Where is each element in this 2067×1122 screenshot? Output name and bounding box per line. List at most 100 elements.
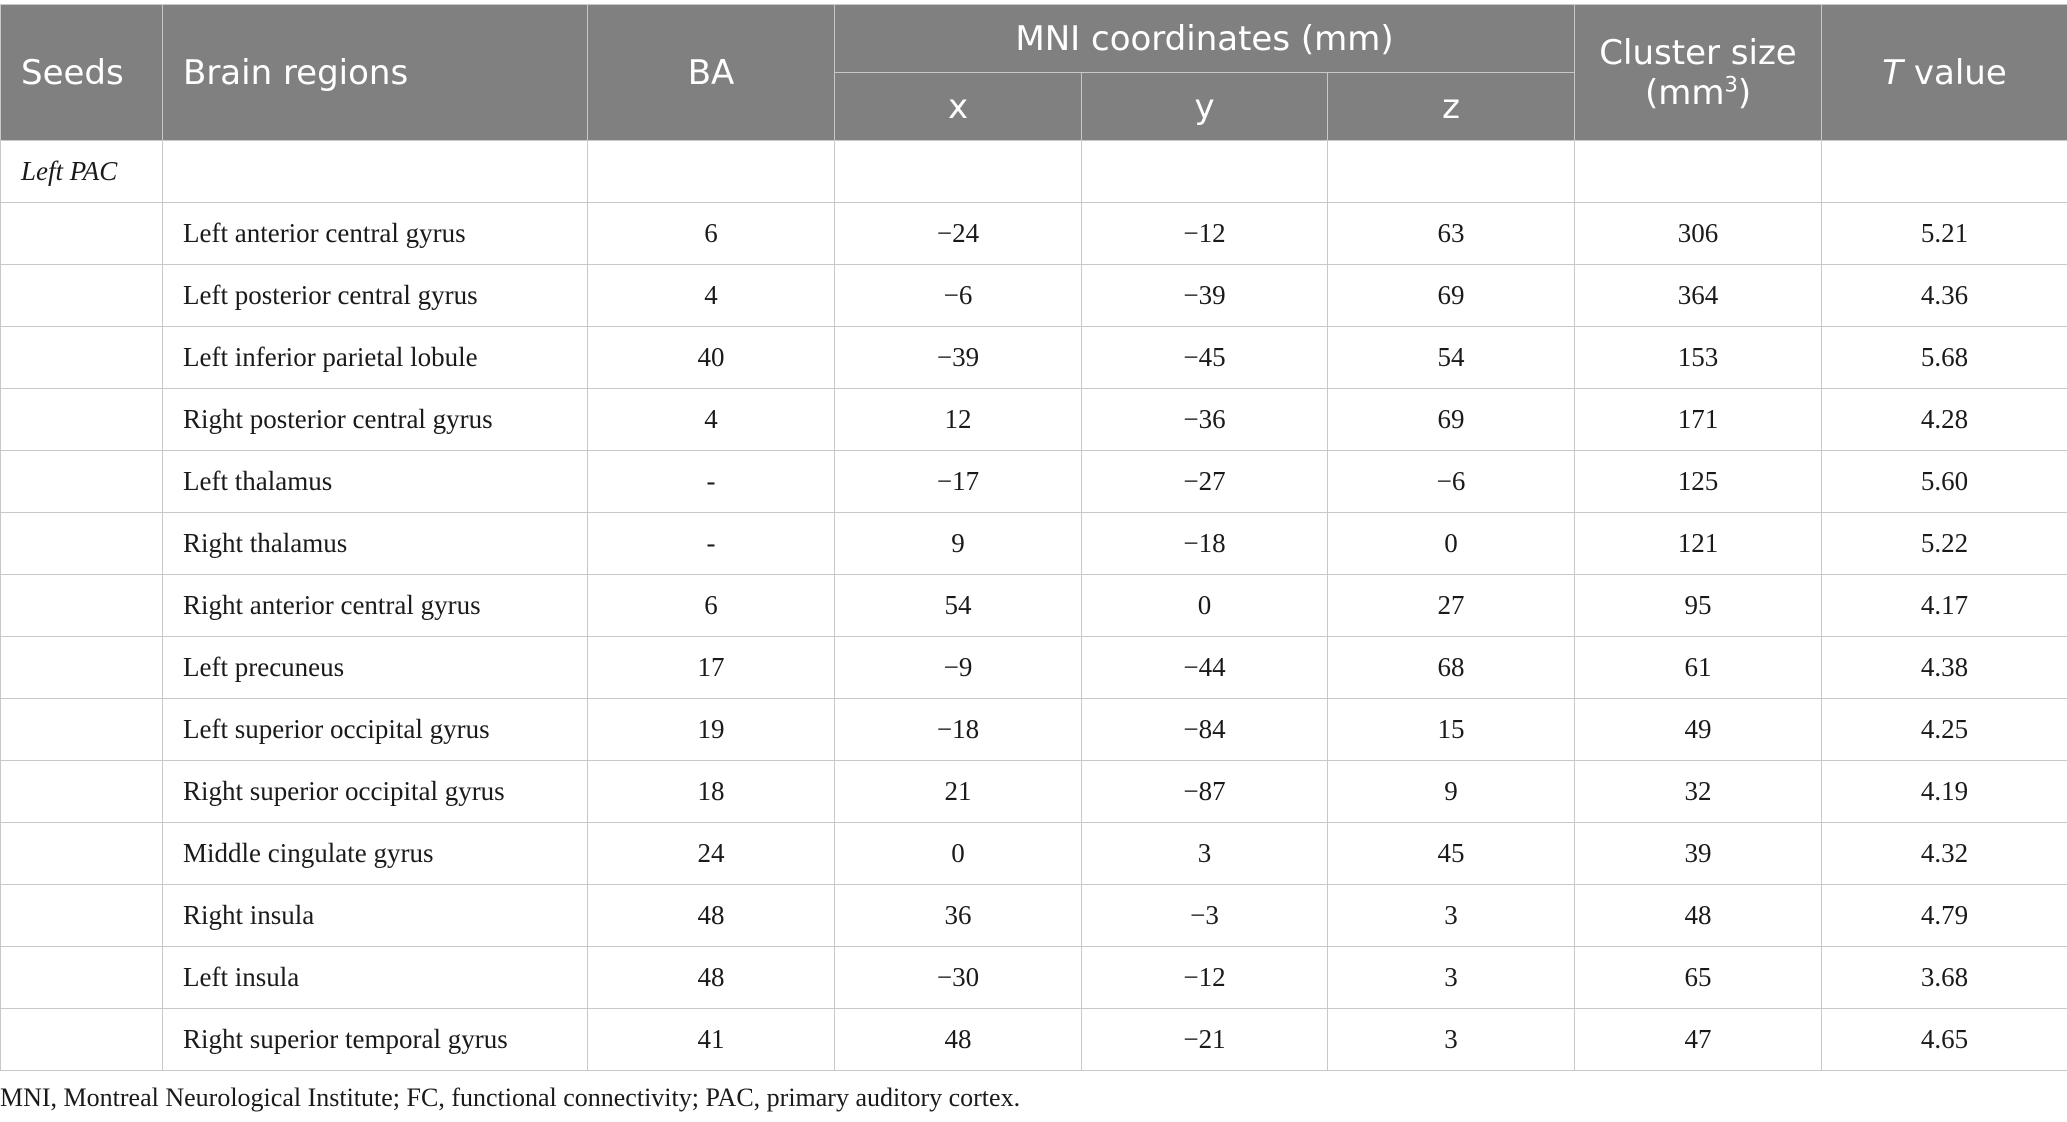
table-row: Right thalamus -9 −18 0 121 5.22 (0, 512, 2067, 575)
region-cell: Left inferior parietal lobule (162, 326, 588, 389)
ba-cell: 18 (587, 760, 835, 823)
y-cell: −45 (1081, 326, 1328, 389)
ba-cell: 6 (587, 202, 835, 265)
x-cell: −39 (834, 326, 1082, 389)
header-ba: BA (587, 4, 835, 141)
table-row: Right superior occipital gyrus 18 21 −87 9 32… (0, 760, 2067, 823)
region-cell: Left anterior central gyrus (162, 202, 588, 265)
seed-cell (0, 326, 163, 389)
seed-group-row: Left PAC (0, 140, 2067, 203)
y-cell: 3 (1081, 822, 1328, 885)
empty-cell (1326, 140, 1576, 203)
header-t-rest: value (1903, 52, 2007, 93)
z-cell: 3 (1326, 1008, 1576, 1071)
y-cell: −84 (1081, 698, 1328, 761)
y-cell: −36 (1081, 388, 1328, 451)
cluster-size-cell: 95 (1574, 574, 1823, 637)
cluster-size-cell: 65 (1574, 946, 1823, 1009)
x-cell: −24 (834, 202, 1082, 265)
x-cell: −18 (834, 698, 1082, 761)
z-cell: 54 (1326, 326, 1576, 389)
region-cell: Right superior occipital gyrus (162, 760, 588, 823)
table-row: Left insula 48 −30 −12 3 65 3.68 (0, 946, 2067, 1009)
region-cell: Left insula (162, 946, 588, 1009)
table-body: Left PAC Left anterior central gyrus 6 −24… (0, 140, 2067, 1071)
x-cell: −9 (834, 636, 1082, 699)
region-cell: Right insula (162, 884, 588, 947)
t-value-cell: 5.21 (1821, 202, 2067, 265)
region-cell: Left precuneus (162, 636, 588, 699)
x-cell: 0 (834, 822, 1082, 885)
seed-cell (0, 1008, 163, 1071)
header-t-letter: T (1882, 52, 1904, 93)
y-cell: −39 (1081, 264, 1328, 327)
cluster-size-cell: 125 (1574, 450, 1823, 513)
seed-cell (0, 946, 163, 1009)
z-cell: 15 (1326, 698, 1576, 761)
ba-cell: - (587, 450, 835, 513)
region-cell: Right thalamus (162, 512, 588, 575)
empty-cell (1574, 140, 1823, 203)
cluster-size-cell: 61 (1574, 636, 1823, 699)
z-cell: 0 (1326, 512, 1576, 575)
empty-cell (1081, 140, 1328, 203)
cluster-size-cell: 32 (1574, 760, 1823, 823)
ba-cell: 48 (587, 884, 835, 947)
header-cluster-unit-open: (mm (1644, 72, 1725, 113)
seed-cell (0, 574, 163, 637)
header-mni-coordinates: MNI coordinates (mm) (833, 4, 1576, 73)
z-cell: 68 (1326, 636, 1576, 699)
seed-cell (0, 822, 163, 885)
ba-cell: 41 (587, 1008, 835, 1071)
region-cell: Right superior temporal gyrus (162, 1008, 588, 1071)
seed-cell (0, 636, 163, 699)
y-cell: −18 (1081, 512, 1328, 575)
header-cluster-size: Cluster size (mm3) (1574, 4, 1823, 141)
region-cell: Left superior occipital gyrus (162, 698, 588, 761)
table-row: Left thalamus - −17 −27 −6 125 5.60 (0, 450, 2067, 513)
t-value-cell: 3.68 (1821, 946, 2067, 1009)
header-cluster-unit-exponent: 3 (1724, 72, 1738, 97)
ba-cell: 40 (587, 326, 835, 389)
z-cell: 63 (1326, 202, 1576, 265)
ba-cell: 24 (587, 822, 835, 885)
ba-cell: 6 (587, 574, 835, 637)
z-cell: 45 (1326, 822, 1576, 885)
empty-cell (587, 140, 835, 203)
y-cell: −3 (1081, 884, 1328, 947)
t-value-cell: 4.19 (1821, 760, 2067, 823)
table-row: Right posterior central gyrus 4 12 −36 69 171… (0, 388, 2067, 451)
cluster-size-cell: 49 (1574, 698, 1823, 761)
z-cell: 69 (1326, 388, 1576, 451)
seed-cell (0, 388, 163, 451)
table-row: Left precuneus 17 −9 −44 68 61 4.38 (0, 636, 2067, 699)
ba-cell: 19 (587, 698, 835, 761)
cluster-size-cell: 48 (1574, 884, 1823, 947)
t-value-cell: 4.32 (1821, 822, 2067, 885)
results-table: Seeds Brain regions BA MNI coordinates (… (0, 4, 2067, 1071)
table-row: Right insula 48 36 −3 3 48 4.79 (0, 884, 2067, 947)
ba-cell: - (587, 512, 835, 575)
table-row: Middle cingulate gyrus 24 0 3 45 39 4.32 (0, 822, 2067, 885)
header-t-value: T value (1821, 4, 2067, 141)
t-value-cell: 4.65 (1821, 1008, 2067, 1071)
seed-cell (0, 760, 163, 823)
y-cell: 0 (1081, 574, 1328, 637)
seed-cell (0, 264, 163, 327)
cluster-size-cell: 364 (1574, 264, 1823, 327)
ba-cell: 17 (587, 636, 835, 699)
x-cell: 9 (834, 512, 1082, 575)
empty-cell (1821, 140, 2067, 203)
table-footnote: MNI, Montreal Neurological Institute; FC… (0, 1083, 1021, 1112)
t-value-cell: 4.25 (1821, 698, 2067, 761)
cluster-size-cell: 47 (1574, 1008, 1823, 1071)
z-cell: −6 (1326, 450, 1576, 513)
seed-cell (0, 512, 163, 575)
cluster-size-cell: 39 (1574, 822, 1823, 885)
t-value-cell: 4.38 (1821, 636, 2067, 699)
table-row: Right superior temporal gyrus 41 48 −21 3 47 4… (0, 1008, 2067, 1071)
region-cell: Left thalamus (162, 450, 588, 513)
region-cell: Left posterior central gyrus (162, 264, 588, 327)
x-cell: 54 (834, 574, 1082, 637)
t-value-cell: 4.79 (1821, 884, 2067, 947)
